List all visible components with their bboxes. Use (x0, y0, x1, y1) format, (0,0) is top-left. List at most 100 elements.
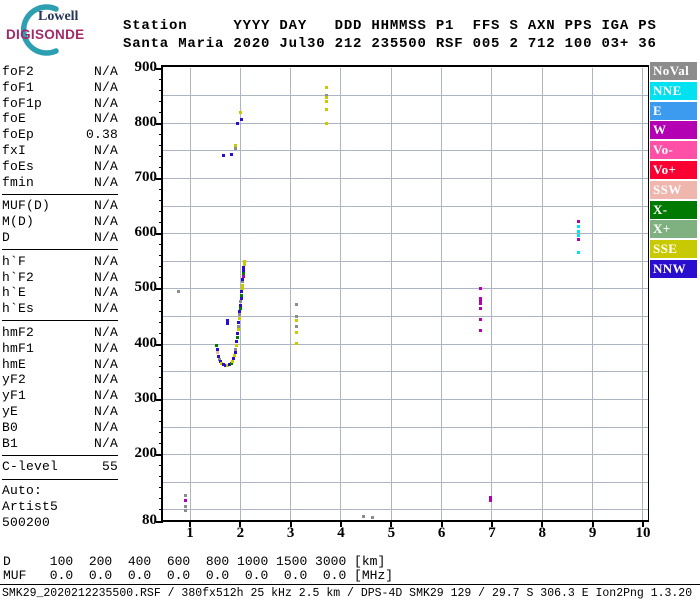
echo-point (184, 499, 188, 503)
x-tick (339, 520, 342, 527)
x-tick-label: 5 (387, 525, 396, 541)
param-value: N/A (93, 301, 118, 317)
header-line2: Santa Maria 2020 Jul30 212 235500 RSF 00… (123, 36, 657, 52)
y-major-tick (156, 177, 163, 180)
x-tick-label: 9 (588, 525, 597, 541)
param-row: h`E N/A (2, 285, 118, 301)
param-label: fmin (2, 174, 35, 190)
echo-point (225, 363, 229, 367)
y-minor-tick (159, 321, 163, 323)
echo-point (294, 342, 298, 346)
legend-item-noval: NoVal (650, 62, 697, 80)
y-minor-tick (159, 410, 163, 411)
y-minor-tick (159, 509, 163, 511)
param-label: Artist5 (2, 498, 59, 514)
param-row: MUF(D) N/A (2, 198, 118, 214)
y-major-tick (156, 343, 163, 346)
legend-label: Vo+ (653, 161, 677, 177)
y-minor-tick (159, 310, 163, 312)
y-minor-tick (159, 332, 163, 334)
echo-point (239, 111, 243, 115)
x-tick-label: 8 (538, 525, 547, 541)
y-minor-tick (159, 387, 163, 389)
gridline-v (441, 68, 443, 520)
y-minor-tick (159, 266, 163, 268)
param-row: D N/A (2, 230, 118, 246)
legend-label: NNW (653, 260, 686, 276)
param-label: h`F2 (2, 269, 35, 285)
echo-point (325, 94, 329, 98)
y-major-tick (156, 67, 163, 70)
param-group-divider (2, 478, 118, 480)
echo-point (239, 303, 243, 307)
echo-point (240, 290, 244, 294)
y-tick-label: 700 (134, 168, 158, 185)
y-minor-tick (159, 376, 163, 378)
gridline-h (163, 205, 648, 207)
param-label: yE (2, 403, 19, 419)
y-tick-label: 80 (142, 511, 157, 528)
legend-label: W (653, 122, 667, 138)
legend-label: SSW (653, 181, 682, 197)
param-value: N/A (93, 356, 118, 372)
y-minor-tick (159, 498, 163, 500)
param-row: fmin N/A (2, 175, 118, 191)
param-row: Artist5 (2, 499, 118, 515)
echo-point (362, 515, 366, 519)
echo-point (370, 516, 374, 520)
echo-point (576, 225, 580, 229)
echo-point (238, 310, 242, 314)
y-minor-tick (159, 78, 163, 80)
x-tick (641, 520, 644, 527)
y-minor-tick (159, 89, 163, 91)
y-minor-tick (159, 222, 163, 224)
y-minor-tick (159, 155, 163, 157)
gridline-v (642, 68, 644, 520)
x-tick (591, 520, 594, 527)
param-value: N/A (93, 198, 118, 214)
param-label: h`E (2, 285, 27, 301)
gridline-h (163, 454, 648, 456)
y-minor-tick (159, 443, 163, 445)
param-value: N/A (93, 324, 118, 340)
param-value: 0.38 (85, 127, 118, 143)
y-minor-tick (159, 432, 163, 434)
echo-point (229, 361, 233, 365)
echo-point (242, 259, 246, 263)
param-label: fxI (2, 142, 27, 158)
gridline-h (163, 343, 648, 345)
echo-point (221, 363, 225, 367)
legend-item-nne: NNE (650, 81, 697, 100)
param-label: h`F (2, 253, 27, 269)
legend-item-vo: Vo+ (650, 160, 697, 179)
param-label: foEs (2, 158, 35, 174)
param-row: h`F2 N/A (2, 270, 118, 286)
echo-point (234, 347, 238, 351)
echo-point (576, 251, 580, 255)
echo-point (294, 302, 298, 306)
param-label: yF2 (2, 372, 27, 388)
echo-point (576, 237, 580, 241)
echo-point (294, 319, 298, 323)
param-label: hmE (2, 356, 27, 372)
echo-point (177, 290, 181, 294)
y-minor-tick (159, 277, 163, 279)
echo-point (184, 509, 188, 513)
gridline-h (163, 150, 648, 152)
gridline-h (163, 509, 648, 511)
status-legend: NoVal NNE E W Vo- Vo+ SSW X- X+ SSE NNW (650, 62, 697, 280)
param-group-divider (2, 249, 118, 251)
echo-point (325, 95, 329, 99)
file-info-line: SMK29_2020212235500.RSF / 380fx512h 25 k… (2, 587, 693, 600)
echo-point (239, 296, 243, 300)
header-line1: Station YYYY DAY DDD HHMMSS P1 FFS S AXN… (123, 18, 657, 34)
param-row: M(D) N/A (2, 214, 118, 230)
param-row: hmE N/A (2, 357, 118, 373)
param-group-divider (2, 320, 118, 322)
ionogram-plot: 900 800 700 600 500 400 300 200 80 1 2 3 4 5 6 7 8 9 10 (135, 59, 651, 542)
param-row: Auto: (2, 483, 118, 499)
x-tick-label: 2 (236, 525, 245, 541)
y-minor-tick (159, 244, 163, 246)
echo-point (489, 498, 493, 502)
